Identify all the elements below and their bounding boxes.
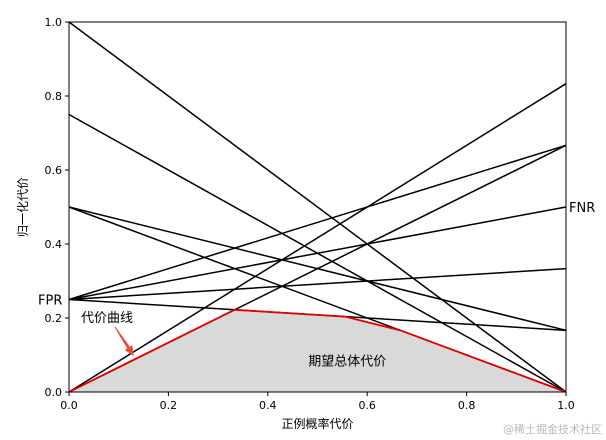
curve-layer	[68, 308, 567, 393]
x-tick-label: 0.2	[160, 399, 178, 412]
curve-annotation-arrow	[114, 326, 134, 356]
cost-line-10	[68, 83, 567, 393]
y-axis-label: 归一化代价	[16, 177, 30, 237]
y-tick-label: 0.0	[45, 386, 63, 399]
cost-curve-line	[68, 308, 567, 393]
y-tick-label: 0.2	[45, 312, 63, 325]
watermark-text: @稀土掘金技术社区	[503, 422, 602, 436]
x-axis-label: 正例概率代价	[281, 416, 353, 431]
curve-annotation: 代价曲线	[81, 311, 133, 326]
x-tick-label: 0.4	[259, 399, 277, 412]
y-tick-label: 0.8	[45, 90, 63, 103]
fpr-annotation: FPR	[38, 294, 62, 309]
cost-line-7	[68, 206, 567, 301]
plot-frame	[68, 21, 567, 393]
y-tick-label: 0.6	[45, 164, 63, 177]
x-tick-label: 1.0	[557, 399, 575, 412]
cost-line-8	[68, 144, 567, 301]
y-tick-label: 0.4	[45, 238, 63, 251]
x-tick-label: 0.8	[458, 399, 476, 412]
cost-line-6	[68, 267, 567, 301]
x-axis-ticks: 0.0 0.2 0.4 0.6 0.8 1.0	[60, 392, 575, 412]
x-tick-label: 0.6	[358, 399, 376, 412]
fnr-annotation: FNR	[569, 201, 595, 216]
cost-line-1	[68, 21, 567, 393]
y-tick-label: 1.0	[45, 16, 63, 29]
x-tick-label: 0.0	[60, 399, 78, 412]
area-annotation: 期望总体代价	[308, 354, 386, 370]
y-axis-ticks: 0.0 0.2 0.4 0.6 0.8 1.0	[45, 16, 69, 399]
